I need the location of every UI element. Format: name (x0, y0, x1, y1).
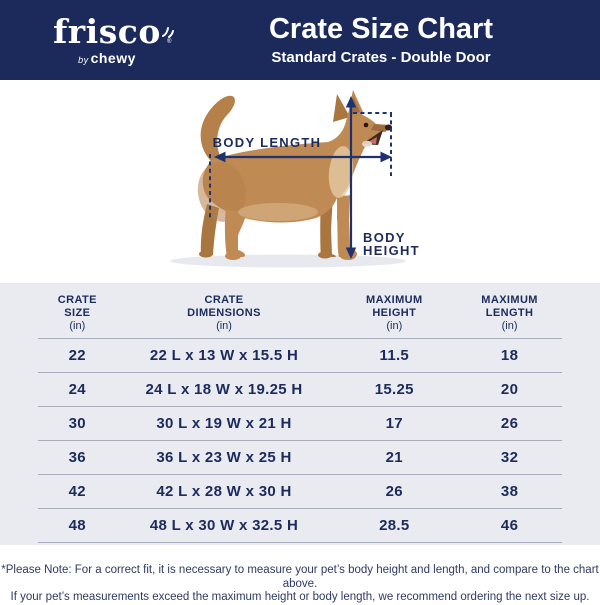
cell-crate-size: 24 (68, 381, 86, 398)
frisco-brand-text: frisco (53, 11, 161, 51)
table-row: 42 42 L x 28 W x 30 H 26 38 (38, 474, 562, 508)
cell-crate-dimensions: 36 L x 23 W x 25 H (156, 449, 292, 466)
column-header-crate-size: CRATE SIZE (in) (57, 294, 97, 332)
body-height-label-line2: HEIGHT (363, 243, 420, 258)
dog-eye (363, 122, 369, 128)
cell-max-height: 21 (385, 449, 403, 466)
page-title: Crate Size Chart (268, 13, 493, 46)
cell-max-length: 18 (500, 347, 519, 364)
frisco-logo: frisco ® by chewy (22, 15, 192, 66)
page-subtitle: Standard Crates - Double Door (271, 48, 491, 66)
cell-max-height: 15.25 (374, 381, 414, 398)
table-row: 36 36 L x 23 W x 25 H 21 32 (38, 440, 562, 474)
cell-crate-dimensions: 24 L x 18 W x 19.25 H (145, 381, 303, 398)
frisco-wordmark: frisco ® (53, 11, 174, 51)
cell-max-length: 26 (500, 415, 519, 432)
title-block: Crate Size Chart Standard Crates - Doubl… (192, 13, 600, 66)
cell-max-height: 11.5 (379, 347, 410, 364)
cell-crate-dimensions: 48 L x 30 W x 32.5 H (149, 517, 299, 534)
footnote-line1: *Please Note: For a correct fit, it is n… (1, 564, 599, 590)
cell-max-height: 28.5 (379, 517, 410, 534)
cell-crate-size: 36 (68, 449, 86, 466)
column-header-maximum-length: MAXIMUM LENGTH (in) (481, 294, 538, 332)
cell-max-height: 26 (385, 483, 403, 500)
column-header-maximum-height: MAXIMUM HEIGHT (in) (366, 294, 423, 332)
body-height-label-line1: BODY (363, 230, 406, 245)
dog-diagram-svg: BODY LENGTH BODY HEIGHT (170, 90, 420, 268)
table-bottom-rule (38, 542, 562, 543)
table-row: 24 24 L x 18 W x 19.25 H 15.25 20 (38, 372, 562, 406)
table-row: 22 22 L x 13 W x 15.5 H 11.5 18 (38, 338, 562, 372)
cell-max-length: 46 (500, 517, 519, 534)
cell-max-length: 32 (500, 449, 519, 466)
cell-crate-size: 30 (68, 415, 86, 432)
cell-max-height: 17 (385, 415, 403, 432)
table-header-row: CRATE SIZE (in) CRATE DIMENSIONS (in) MAXIMU… (38, 283, 562, 338)
column-header-crate-dimensions: CRATE DIMENSIONS (in) (187, 294, 261, 332)
cell-max-length: 20 (500, 381, 519, 398)
cell-crate-dimensions: 22 L x 13 W x 15.5 H (149, 347, 299, 364)
crate-size-table: CRATE SIZE (in) CRATE DIMENSIONS (in) MAXIMU… (0, 283, 600, 545)
cell-crate-size: 48 (68, 517, 86, 534)
table-row: 30 30 L x 19 W x 21 H 17 26 (38, 406, 562, 440)
table-row: 48 48 L x 30 W x 32.5 H 28.5 46 (38, 508, 562, 542)
by-chewy-wordmark: by chewy (78, 49, 136, 66)
cell-crate-size: 22 (68, 347, 86, 364)
body-length-label: BODY LENGTH (213, 135, 322, 150)
footnote: *Please Note: For a correct fit, it is n… (0, 545, 600, 603)
cell-crate-size: 42 (68, 483, 86, 500)
cell-crate-dimensions: 42 L x 28 W x 30 H (156, 483, 292, 500)
measurement-diagram: BODY LENGTH BODY HEIGHT (0, 80, 600, 283)
registered-mark: ® (166, 38, 172, 45)
footnote-line2: If your pet’s measurements exceed the ma… (10, 591, 590, 603)
cell-crate-dimensions: 30 L x 19 W x 21 H (156, 415, 292, 432)
whistle-swoosh-icon (161, 10, 174, 43)
header-banner: frisco ® by chewy Crate Size Chart Standa… (0, 0, 600, 80)
cell-max-length: 38 (500, 483, 519, 500)
